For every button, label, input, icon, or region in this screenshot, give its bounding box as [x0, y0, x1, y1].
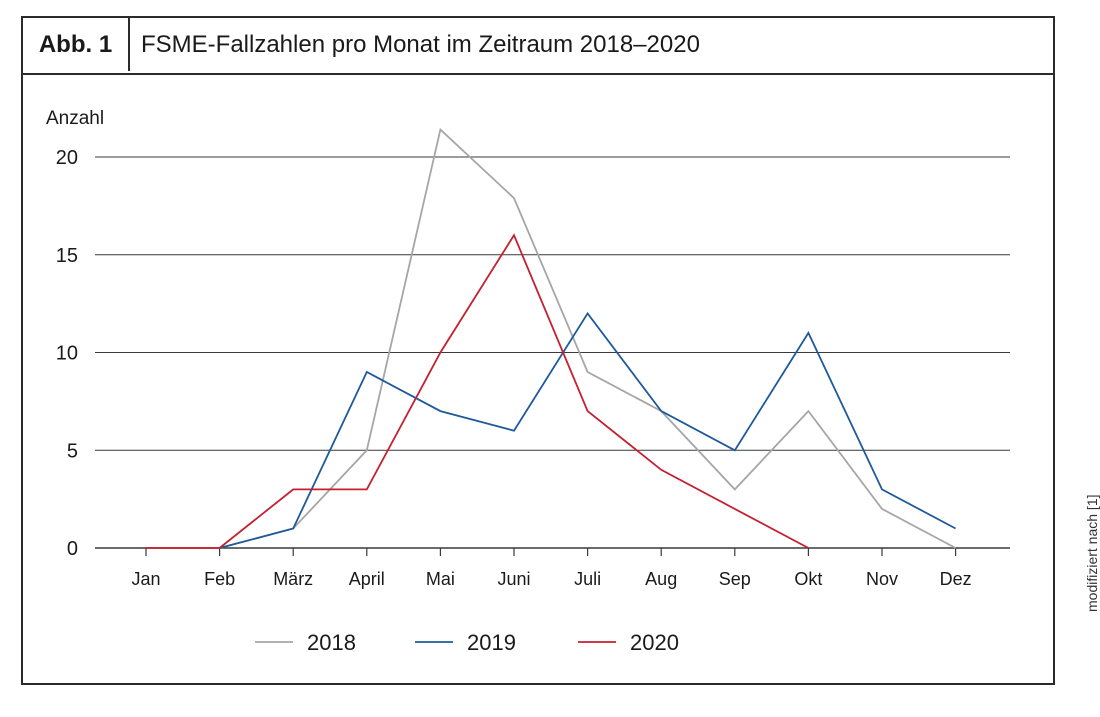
- series-line-2018: [219, 127, 957, 549]
- x-tick-label: Feb: [204, 569, 235, 589]
- figure-frame: Abb. 1 FSME-Fallzahlen pro Monat im Zeit…: [21, 16, 1055, 685]
- legend-label-2020: 2020: [630, 630, 679, 655]
- x-tick-label: Juni: [497, 569, 530, 589]
- figure-header: Abb. 1 FSME-Fallzahlen pro Monat im Zeit…: [23, 18, 1053, 75]
- line-chart: 0 5 10 15 20 Jan Feb März April Mai Juni Juli Aug Se…: [46, 108, 1010, 655]
- y-tick-label: 15: [56, 245, 78, 267]
- x-axis-ticks: [145, 548, 957, 556]
- legend: 2018 2019 2020: [255, 630, 679, 655]
- x-tick-label: April: [349, 569, 385, 589]
- x-tick-labels: Jan Feb März April Mai Juni Juli Aug Sep Okt Nov De…: [131, 569, 971, 589]
- x-tick-label: Mai: [426, 569, 455, 589]
- y-axis-label: Anzahl: [46, 108, 104, 129]
- x-tick-label: Aug: [645, 569, 677, 589]
- series-lines: [146, 127, 957, 549]
- y-tick-label: 10: [56, 343, 78, 365]
- x-tick-label: Sep: [719, 569, 751, 589]
- source-note: modifiziert nach [1]: [1084, 494, 1100, 613]
- series-line-2019: [219, 311, 957, 549]
- x-tick-label: Dez: [940, 569, 972, 589]
- legend-label-2018: 2018: [307, 630, 356, 655]
- x-tick-label: Jan: [131, 569, 160, 589]
- legend-label-2019: 2019: [467, 630, 516, 655]
- x-tick-label: Nov: [866, 569, 898, 589]
- figure-title: FSME-Fallzahlen pro Monat im Zeitraum 20…: [141, 30, 700, 58]
- series-line-2020: [146, 233, 809, 549]
- x-tick-label: März: [273, 569, 313, 589]
- x-tick-label: Okt: [794, 569, 822, 589]
- figure-label: Abb. 1: [23, 18, 130, 71]
- grid-lines: [95, 156, 1010, 549]
- y-tick-label: 20: [56, 147, 78, 169]
- y-tick-label: 0: [67, 538, 78, 560]
- x-tick-label: Juli: [574, 569, 601, 589]
- y-tick-labels: 0 5 10 15 20: [56, 147, 78, 560]
- y-tick-label: 5: [67, 440, 78, 462]
